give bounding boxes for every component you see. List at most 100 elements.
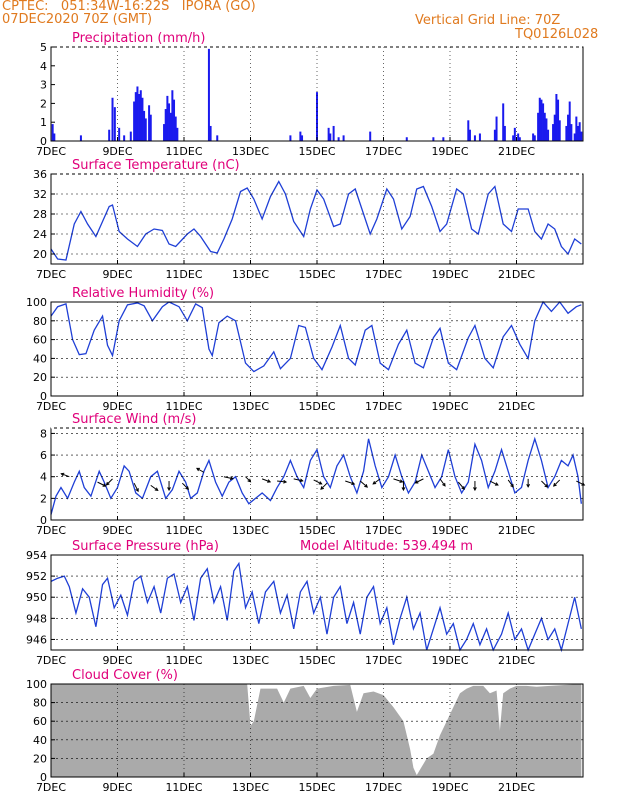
wind-arrow-head <box>229 476 234 481</box>
wind-arrow <box>61 473 70 478</box>
precip-bar <box>555 94 558 141</box>
y-tick-label: 5 <box>40 41 47 54</box>
x-tick-label: 13DEC <box>232 268 269 281</box>
y-tick-label: 2 <box>40 97 47 110</box>
wind-arrow-head <box>401 487 406 492</box>
y-tick-label: 20 <box>33 752 47 765</box>
wind-arrow-head <box>154 487 159 491</box>
precip-bar <box>123 135 126 141</box>
panel-title: Surface Wind (m/s) <box>72 412 196 427</box>
series-line <box>50 180 582 261</box>
x-tick-label: 19DEC <box>431 524 468 537</box>
precip-bar <box>148 105 151 141</box>
wind-arrow <box>415 478 424 484</box>
x-tick-label: 9DEC <box>102 145 132 158</box>
x-tick-label: 21DEC <box>498 145 535 158</box>
precip-bar <box>133 101 136 141</box>
precip-bar <box>118 127 121 141</box>
precip-bar <box>578 122 581 141</box>
wind-arrow-head <box>320 486 324 490</box>
wind-arrow-head <box>196 467 200 472</box>
y-tick-label: 2 <box>40 492 47 505</box>
precip-bar <box>168 103 171 141</box>
wind-arrow-head <box>461 486 465 490</box>
y-tick-label: 946 <box>26 633 47 646</box>
wind-arrow-head <box>552 482 557 487</box>
wind-arrow <box>245 476 251 483</box>
wind-arrow-head <box>185 486 190 490</box>
precip-bar <box>216 135 219 141</box>
wind-arrow-head <box>399 479 404 483</box>
wind-arrow <box>489 480 499 486</box>
x-tick-label: 9DEC <box>102 524 132 537</box>
x-tick-label: 9DEC <box>102 268 132 281</box>
x-tick-label: 21DEC <box>498 524 535 537</box>
x-tick-label: 15DEC <box>298 145 335 158</box>
x-tick-label: 21DEC <box>498 781 535 794</box>
precip-bar <box>542 103 545 141</box>
x-tick-label: 7DEC <box>36 781 66 794</box>
y-tick-label: 80 <box>33 697 47 710</box>
x-tick-label: 19DEC <box>431 145 468 158</box>
precip-bar <box>513 127 516 141</box>
wind-arrow <box>393 478 403 483</box>
x-tick-label: 17DEC <box>365 654 402 667</box>
y-tick-label: 4 <box>40 471 47 484</box>
y-tick-label: 952 <box>26 570 47 583</box>
precip-bar <box>164 109 167 141</box>
y-tick-label: 28 <box>33 208 47 221</box>
panel-title: Precipitation (mm/h) <box>72 31 205 46</box>
wind-arrow <box>313 479 322 485</box>
precip-bar <box>553 114 556 141</box>
precip-bar <box>545 118 548 141</box>
wind-arrow <box>150 484 159 491</box>
x-tick-label: 19DEC <box>431 268 468 281</box>
precip-bar <box>468 129 471 141</box>
station-header: CPTEC: 051:34W-16:22S IPORA (GO) <box>2 0 256 14</box>
panel-frame <box>50 427 584 521</box>
precip-bar <box>558 120 561 141</box>
wind-arrow <box>553 479 561 487</box>
precip-bar <box>573 133 576 141</box>
wind-arrow <box>261 478 271 483</box>
precip-bar <box>547 129 550 141</box>
precip-bar <box>144 118 147 141</box>
precip-bar <box>518 137 521 141</box>
precip-bar <box>51 124 54 141</box>
precip-bar <box>432 137 435 141</box>
wind-arrow-head <box>247 478 252 483</box>
wind-arrow-head <box>526 483 531 488</box>
precip-bar <box>327 127 330 141</box>
x-tick-label: 19DEC <box>431 781 468 794</box>
precip-bar <box>532 133 535 141</box>
x-tick-label: 13DEC <box>232 654 269 667</box>
precip-bar <box>568 101 571 141</box>
cloud-area <box>51 684 582 777</box>
x-tick-label: 11DEC <box>165 145 202 158</box>
x-tick-label: 13DEC <box>232 524 269 537</box>
x-tick-label: 7DEC <box>36 400 66 413</box>
y-tick-label: 100 <box>26 678 47 691</box>
x-tick-label: 11DEC <box>165 400 202 413</box>
precip-bar <box>567 114 570 141</box>
precip-bar <box>533 135 536 141</box>
precip-bar <box>79 135 82 141</box>
wind-arrow <box>196 467 205 473</box>
x-tick-label: 11DEC <box>165 268 202 281</box>
wind-arrow-head <box>581 482 586 486</box>
panel-title: Cloud Cover (%) <box>72 668 178 683</box>
wind-arrow-head <box>167 487 171 492</box>
y-tick-label: 24 <box>33 228 47 241</box>
precip-bar <box>332 125 335 141</box>
wind-arrow <box>223 476 234 480</box>
x-tick-label: 19DEC <box>431 654 468 667</box>
panel-title: Relative Humidity (%) <box>72 286 214 301</box>
wind-arrow <box>106 478 113 486</box>
precip-bar <box>136 86 139 141</box>
x-tick-label: 17DEC <box>365 781 402 794</box>
x-tick-label: 19DEC <box>431 400 468 413</box>
wind-arrow <box>457 481 465 490</box>
wind-arrow-head <box>60 472 65 477</box>
precip-bar <box>113 107 116 141</box>
